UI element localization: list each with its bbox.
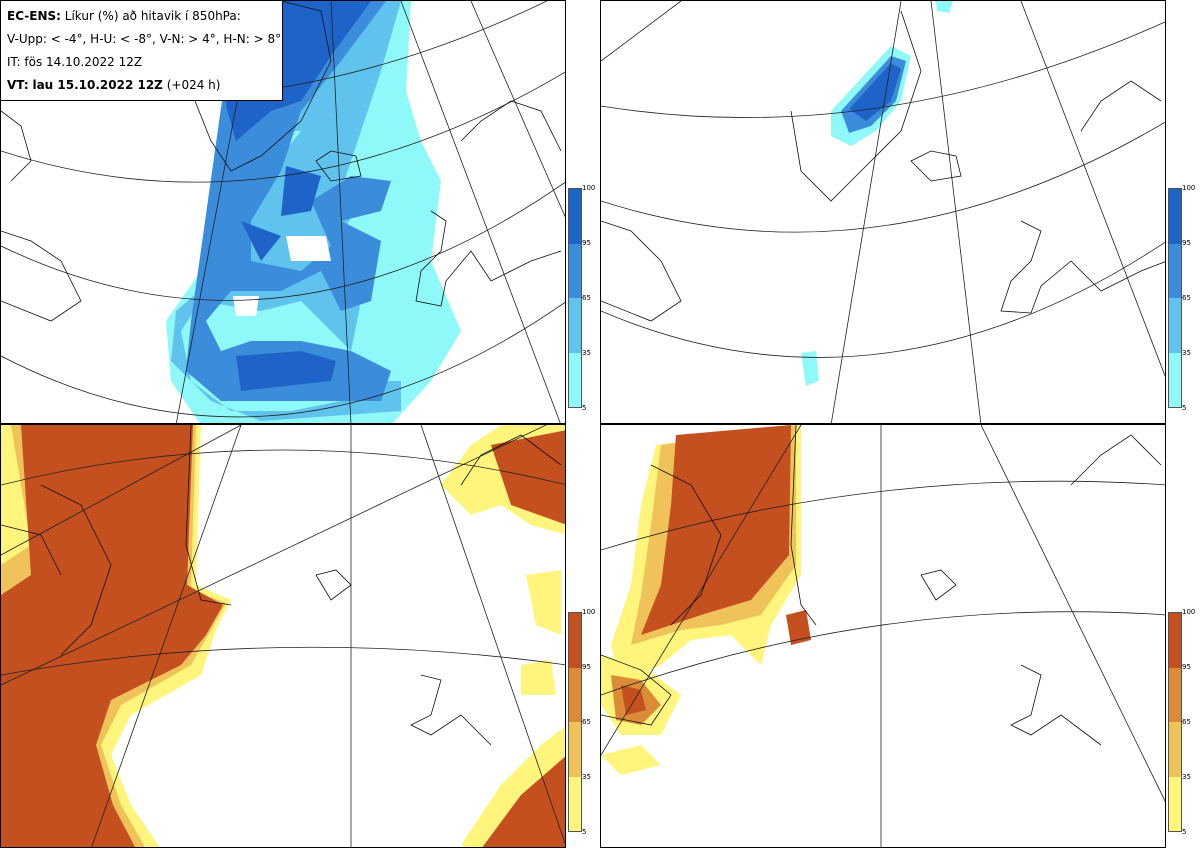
colorbar-tick: 35 — [1182, 773, 1191, 781]
colorbar-top-left — [568, 188, 582, 408]
map-info-box: EC-ENS: Líkur (%) að hitavik í 850hPa: V… — [1, 1, 283, 101]
colorbar-tick: 100 — [582, 608, 596, 616]
map-title: Líkur (%) að hitavik í 850hPa: — [64, 9, 241, 23]
graticule — [601, 1, 1165, 423]
thresholds-text: V-Upp: < -4°, H-U: < -8°, V-N: > 4°, H-N… — [7, 32, 282, 46]
colorbar-tick: 35 — [1182, 349, 1191, 357]
coastline — [1, 425, 562, 746]
colorbar-tick: 65 — [1182, 718, 1191, 726]
probability-field — [1, 425, 565, 847]
colorbar-tick: 100 — [582, 184, 596, 192]
colorbar-tick: 5 — [582, 404, 587, 412]
valid-line: VT: lau 15.10.2022 12Z (+024 h) — [7, 74, 276, 97]
map-svg — [1, 425, 565, 847]
map-svg — [601, 425, 1165, 847]
map-panel-cold-4: EC-ENS: Líkur (%) að hitavik í 850hPa: V… — [0, 0, 566, 424]
map-panel-warm-8 — [600, 424, 1166, 848]
colorbar-bottom-left — [568, 612, 582, 832]
colorbar-tick: 100 — [1182, 608, 1196, 616]
colorbar-tick: 95 — [1182, 239, 1191, 247]
title-line: EC-ENS: Líkur (%) að hitavik í 850hPa: — [7, 5, 276, 28]
colorbar-tick: 95 — [1182, 663, 1191, 671]
coastline — [601, 10, 1165, 322]
map-svg — [601, 1, 1165, 423]
colorbar-tick: 35 — [582, 773, 591, 781]
colorbar-tick: 65 — [582, 718, 591, 726]
colorbar-tick: 95 — [582, 239, 591, 247]
colorbar-tick: 5 — [582, 828, 587, 836]
map-panel-warm-4 — [0, 424, 566, 848]
colorbar-tick: 35 — [582, 349, 591, 357]
colorbar-tick: 5 — [1182, 828, 1187, 836]
colorbar-tick: 95 — [582, 663, 591, 671]
graticule — [601, 425, 1165, 847]
probability-field — [601, 425, 811, 775]
valid-label: VT: — [7, 78, 29, 92]
colorbar-bottom-right — [1168, 612, 1182, 832]
colorbar-tick: 65 — [582, 294, 591, 302]
lead-time: (+024 h) — [166, 78, 221, 92]
valid-time: lau 15.10.2022 12Z — [32, 78, 163, 92]
colorbar-tick: 5 — [1182, 404, 1187, 412]
colorbar-tick: 100 — [1182, 184, 1196, 192]
model-name: EC-ENS: — [7, 9, 61, 23]
probability-field — [166, 1, 461, 423]
map-panel-cold-8 — [600, 0, 1166, 424]
issue-time: IT: fös 14.10.2022 12Z — [7, 55, 143, 69]
colorbar-top-right — [1168, 188, 1182, 408]
coastline — [1, 1, 562, 322]
coastline — [601, 425, 1162, 746]
graticule — [1, 425, 565, 847]
colorbar-tick: 65 — [1182, 294, 1191, 302]
